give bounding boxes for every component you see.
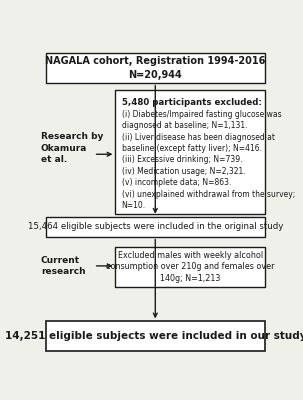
Text: 14,251 eligible subjects were included in our study: 14,251 eligible subjects were included i… bbox=[5, 331, 303, 341]
Bar bbox=[46, 217, 265, 237]
Bar bbox=[46, 53, 265, 83]
Text: 5,480 participants excluded:: 5,480 participants excluded: bbox=[122, 98, 261, 107]
Text: (i) Diabetes/Impaired fasting glucose was
diagnosed at baseline; N=1,131.
(ii) L: (i) Diabetes/Impaired fasting glucose wa… bbox=[122, 110, 295, 210]
Text: Excluded males with weekly alcohol
consumption over 210g and females over
140g; : Excluded males with weekly alcohol consu… bbox=[106, 251, 275, 283]
Text: NAGALA cohort, Registration 1994-2016
N=20,944: NAGALA cohort, Registration 1994-2016 N=… bbox=[45, 56, 265, 80]
Bar bbox=[115, 90, 265, 214]
Text: Research by
Okamura
et al.: Research by Okamura et al. bbox=[41, 132, 103, 164]
Bar bbox=[46, 321, 265, 351]
Bar bbox=[115, 247, 265, 287]
Text: Current
research: Current research bbox=[41, 256, 86, 276]
Text: 15,464 eligible subjects were included in the original study: 15,464 eligible subjects were included i… bbox=[28, 222, 283, 231]
